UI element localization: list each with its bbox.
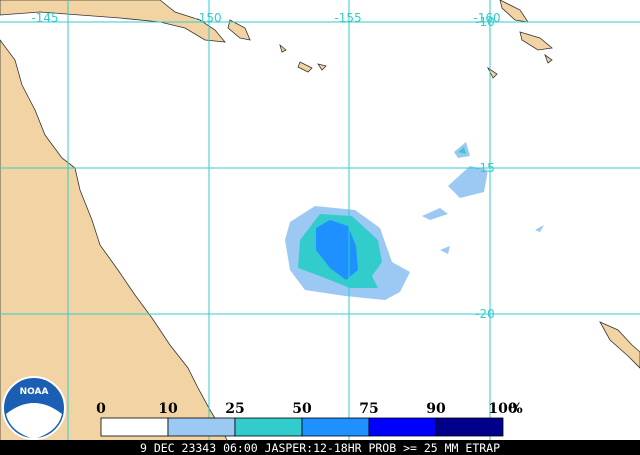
legend-label: 100 — [488, 401, 517, 417]
island — [544, 53, 553, 64]
logo-text: NOAA — [20, 387, 49, 397]
legend-swatch — [368, 417, 437, 437]
lon-label: -155 — [334, 11, 361, 25]
precip-probability — [285, 142, 544, 300]
legend-label: 90 — [426, 401, 446, 417]
legend-unit: % — [509, 401, 522, 417]
legend-label: 50 — [292, 401, 312, 417]
island — [499, 0, 529, 23]
legend-label: 25 — [225, 401, 244, 417]
logo-wave — [6, 403, 62, 439]
grid-labels: -145 -150 -155 -160-10 -15 -20 — [31, 11, 500, 321]
noaa-logo: NOAA — [2, 376, 66, 440]
new-caledonia — [599, 321, 640, 369]
legend-swatch — [301, 417, 370, 437]
lat-label: -15 — [475, 161, 495, 175]
island — [227, 19, 251, 41]
graticule — [0, 0, 640, 440]
lon-label: -145 — [31, 11, 58, 25]
legend-label: 0 — [96, 401, 106, 417]
island — [297, 61, 313, 73]
lat-label: -10 — [475, 15, 495, 29]
island — [519, 31, 553, 51]
footer-bar — [0, 440, 640, 455]
legend-swatch — [435, 417, 504, 437]
island — [317, 63, 327, 71]
legend-swatch — [234, 417, 303, 437]
legend-label: 10 — [158, 401, 178, 417]
island — [279, 43, 287, 53]
lon-label: -160 — [473, 11, 500, 25]
legend-label: 75 — [359, 401, 378, 417]
footer-text: 9 DEC 23343 06:00 JASPER:12-18HR PROB >=… — [140, 441, 500, 455]
lat-label: -20 — [475, 307, 495, 321]
legend-swatch — [167, 417, 236, 437]
legend: 0 10 25 50 75 90 100% — [96, 401, 523, 437]
new-guinea — [0, 0, 226, 43]
lon-label: -150 — [194, 11, 221, 25]
legend-swatch — [100, 417, 169, 437]
